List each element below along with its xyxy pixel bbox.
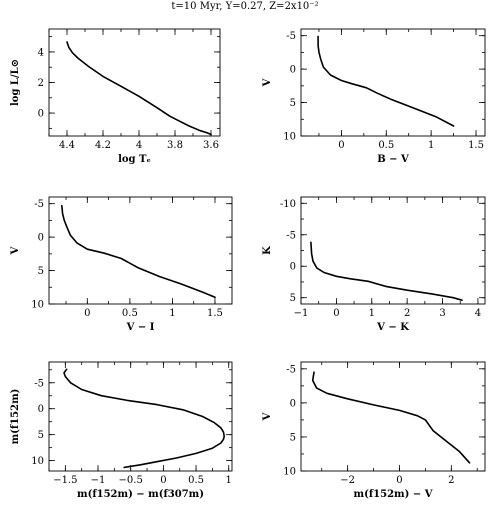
x-tick-label: 2 [448, 475, 454, 486]
x-tick-label: 0 [396, 475, 402, 486]
y-tick-label: 10 [31, 300, 44, 311]
x-tick-label: 0 [160, 475, 166, 486]
panel-3: 0 0.5 1 1.5 -5 0 5 10 V − I V [10, 196, 233, 333]
x-tick-label: 0 [338, 140, 344, 151]
x-tick-label: 4 [136, 140, 142, 151]
x-tick-label: 0 [333, 308, 339, 319]
y-tick-label: 0 [38, 404, 44, 415]
plot-frame [300, 361, 486, 472]
panel-6: −2 0 2 -5 0 5 10 m(f152m) − V V [262, 361, 486, 500]
plot-frame [48, 196, 233, 305]
isochrone-line [63, 368, 225, 469]
y-tick-label: 5 [290, 293, 296, 304]
y-tick-label: 10 [283, 467, 296, 478]
x-tick-label: 3.6 [203, 140, 219, 151]
y-tick-label: -5 [34, 378, 44, 389]
y-tick-label: -5 [34, 199, 44, 210]
x-axis-label: V − I [126, 322, 155, 333]
y-tick-label: 2 [38, 78, 44, 89]
x-tick-label: 1 [169, 308, 175, 319]
y-tick-label: 4 [38, 47, 44, 58]
x-tick-label: 4.2 [95, 140, 111, 151]
x-tick-label: −0.5 [119, 475, 143, 486]
x-tick-label: −1.5 [53, 475, 77, 486]
panel-4: −1 0 1 2 3 4 -10 -5 0 5 V − K K [262, 196, 486, 333]
y-tick-label: -5 [286, 364, 296, 375]
y-axis-label: K [262, 246, 273, 255]
x-tick-label: −2 [340, 475, 355, 486]
x-tick-label: 0.5 [188, 475, 204, 486]
x-tick-label: 1 [226, 475, 232, 486]
panel-2: 0 0.5 1 1.5 -5 0 5 10 B − V V [262, 28, 486, 165]
x-tick-label: 4 [475, 308, 481, 319]
y-tick-label: 0 [290, 65, 296, 76]
x-tick-label: 0.5 [378, 140, 394, 151]
x-axis-label: B − V [377, 154, 409, 165]
y-tick-label: 5 [290, 98, 296, 109]
figure-title: t=10 Myr, Y=0.27, Z=2x10⁻² [171, 1, 318, 12]
x-tick-label: 3.8 [167, 140, 183, 151]
x-tick-label: 1.5 [468, 140, 484, 151]
x-tick-label: 0.5 [122, 308, 138, 319]
x-tick-label: 1 [369, 308, 375, 319]
y-axis-label: V [10, 246, 21, 255]
isochrone-line [310, 241, 463, 302]
plot-frame [48, 28, 221, 137]
y-tick-label: 10 [283, 132, 296, 143]
plot-frame [300, 28, 486, 137]
y-tick-label: 0 [38, 233, 44, 244]
y-axis-label: log L/L⊙ [10, 59, 21, 106]
x-axis-label: m(f152m) − V [354, 489, 433, 500]
y-tick-label: 0 [290, 262, 296, 273]
isochrone-line [60, 204, 216, 299]
y-tick-label: -5 [286, 31, 296, 42]
x-tick-label: 3 [439, 308, 445, 319]
y-tick-label: 5 [38, 266, 44, 277]
y-tick-label: -10 [280, 199, 296, 210]
x-tick-label: 4.4 [59, 140, 75, 151]
plot-frame [48, 361, 233, 472]
panel-5: −1.5 −1 −0.5 0 0.5 1 -5 0 5 10 m(f152m) − m(f307m)… [10, 361, 233, 500]
x-axis-label: V − K [376, 322, 409, 333]
panel-1: 4.4 4.2 4 3.8 3.6 0 2 4 log Tₑ log L/L⊙ [10, 28, 221, 165]
x-tick-label: −1 [91, 475, 106, 486]
isochrone-line [317, 35, 455, 127]
y-tick-label: 0 [38, 109, 44, 120]
y-tick-label: -5 [286, 230, 296, 241]
y-tick-label: 5 [38, 430, 44, 441]
x-tick-label: 1.5 [207, 308, 223, 319]
isochrone-line [311, 371, 471, 464]
x-axis-label: log Tₑ [118, 154, 151, 165]
y-axis-label: V [262, 78, 273, 87]
y-axis-label: V [262, 412, 273, 421]
x-tick-label: 0 [84, 308, 90, 319]
isochrone-line [66, 41, 212, 136]
y-axis-label: m(f152m) [10, 389, 21, 445]
x-tick-label: −1 [294, 308, 309, 319]
y-tick-label: 0 [290, 398, 296, 409]
x-axis-label: m(f152m) − m(f307m) [77, 489, 204, 500]
y-tick-label: 10 [31, 456, 44, 467]
x-tick-label: 2 [404, 308, 410, 319]
y-tick-label: 5 [290, 432, 296, 443]
x-tick-label: 1 [428, 140, 434, 151]
